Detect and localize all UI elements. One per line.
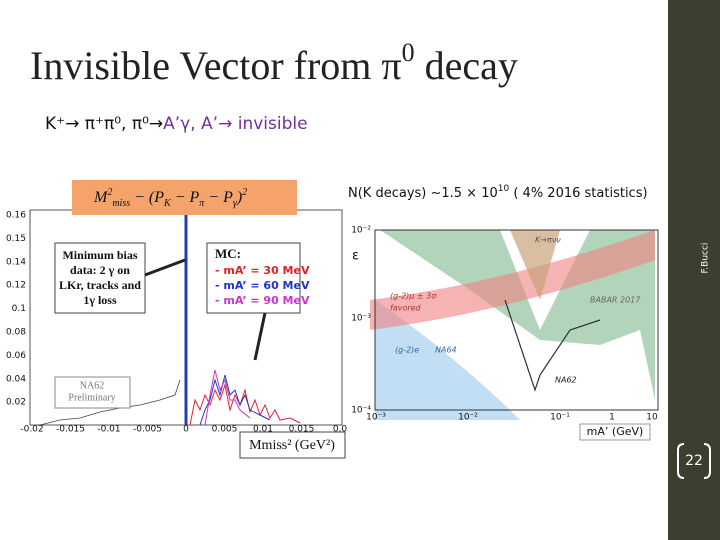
formula-part: )	[236, 189, 242, 206]
x-tick-label: -0.02	[20, 425, 43, 435]
formula-part: K	[163, 198, 172, 209]
x-tick-label: 1	[609, 413, 615, 423]
x-tick-label: 0.015	[289, 425, 315, 435]
annotation: (g-2)μ ± 3σ	[390, 292, 437, 301]
x-tick-label: 10⁻¹	[550, 413, 570, 423]
y-tick-label: 10⁻³	[351, 314, 371, 324]
x-tick-label: -0.01	[97, 425, 120, 435]
x-tick-label: 0	[183, 425, 189, 435]
hist-blue	[199, 374, 271, 426]
formula-part: γ	[233, 198, 238, 209]
formula: M2miss − (PK − Pπ − Pγ)2	[93, 187, 247, 209]
y-tick-label: 0.12	[6, 281, 26, 291]
formula-part: − (	[130, 189, 156, 206]
formula-part: − P	[171, 189, 200, 206]
na62-curve	[504, 299, 601, 392]
y-tick-label: 0.14	[6, 257, 26, 267]
formula-part: miss	[112, 198, 130, 209]
arrow	[253, 312, 267, 361]
formula-part: P	[153, 189, 164, 206]
arrow	[144, 258, 186, 277]
region-kpinunu	[510, 230, 560, 300]
hist-magenta	[204, 369, 251, 426]
x-axis-label: mA’ (GeV)	[587, 425, 644, 438]
mc-line: - mA’ = 30 MeV	[215, 264, 310, 277]
x-axis-label: Mmiss² (GeV²)	[249, 438, 335, 453]
stats: N(K decays) ~1.5 × 1010 ( 4% 2016 statis…	[348, 184, 648, 201]
y-tick-label: 0.16	[6, 211, 26, 221]
side-strip	[668, 0, 720, 540]
side-label: F.Bucci	[701, 243, 711, 274]
x-tick-label: 10⁻²	[458, 413, 478, 423]
y-axis-label: ε	[352, 249, 359, 264]
data-box-line: data: 2 γ on	[70, 263, 130, 277]
right-plot: ε 10⁻²10⁻³10⁻⁴10⁻³ 10⁻² 10⁻¹ 1 10K→πνν(g-2)μ…	[351, 222, 660, 441]
left-plot: M2miss − (PK − Pπ − Pγ)2 Minimum biasdat…	[6, 180, 348, 459]
x-tick-label: 10⁻³	[366, 413, 386, 423]
y-tick-label: 0.15	[6, 234, 26, 244]
data-box-line: LKr, tracks and	[59, 278, 141, 292]
annotation: NA62	[555, 376, 577, 385]
data-box-line: Minimum bias	[62, 248, 137, 262]
watermark: Preliminary	[68, 392, 115, 403]
page-bracket	[677, 443, 711, 479]
x-tick-label: 0.0	[333, 425, 348, 435]
y-tick-label: 0.06	[6, 351, 26, 361]
annotation: BABAR 2017	[590, 296, 641, 305]
annotation: K→πνν	[535, 236, 561, 245]
x-tick-label: 0.005	[212, 425, 238, 435]
region-red	[370, 230, 655, 330]
watermark: NA62	[80, 380, 104, 391]
annotation: favored	[390, 304, 422, 313]
data-box	[54, 242, 146, 314]
mc-title: MC:	[215, 246, 241, 261]
annotation: (g-2)e	[395, 346, 419, 355]
y-tick-label: 0.04	[6, 374, 26, 384]
subtitle: K⁺→ π⁺π⁰, π⁰→A’γ, A’→ invisible	[45, 114, 308, 134]
y-tick-label: 0.1	[12, 304, 26, 314]
region-blue	[375, 230, 520, 420]
data-box-line: 1γ loss	[83, 293, 117, 307]
formula-part: − P	[204, 189, 233, 206]
mc-box	[206, 242, 301, 314]
x-tick-label: -0.005	[133, 425, 162, 435]
formula-part: π	[199, 198, 205, 209]
x-tick-label: -0.015	[56, 425, 85, 435]
plot-frame	[374, 229, 659, 411]
y-tick-label: 0.02	[6, 398, 26, 408]
annotation: NA64	[435, 346, 457, 355]
y-tick-label: 10⁻⁴	[351, 406, 371, 416]
y-tick-label: 10⁻²	[351, 226, 371, 236]
mc-line: - mA’ = 60 MeV	[215, 279, 310, 292]
mc-line: - mA’ = 90 MeV	[215, 294, 310, 307]
formula-box	[72, 180, 297, 215]
formula-part: 2	[107, 187, 112, 198]
x-tick-label: 10	[646, 413, 658, 423]
y-tick-label: 0.08	[6, 328, 26, 338]
page-number: 22	[685, 453, 703, 469]
slide-title: Invisible Vector from π0 decay	[30, 38, 518, 88]
formula-part: M	[93, 189, 109, 206]
formula-part: 2	[242, 187, 247, 198]
xlabel-box	[239, 431, 346, 459]
x-tick-label: 0.01	[253, 425, 273, 435]
xlabel-box	[579, 423, 651, 441]
watermark-box	[54, 376, 131, 409]
